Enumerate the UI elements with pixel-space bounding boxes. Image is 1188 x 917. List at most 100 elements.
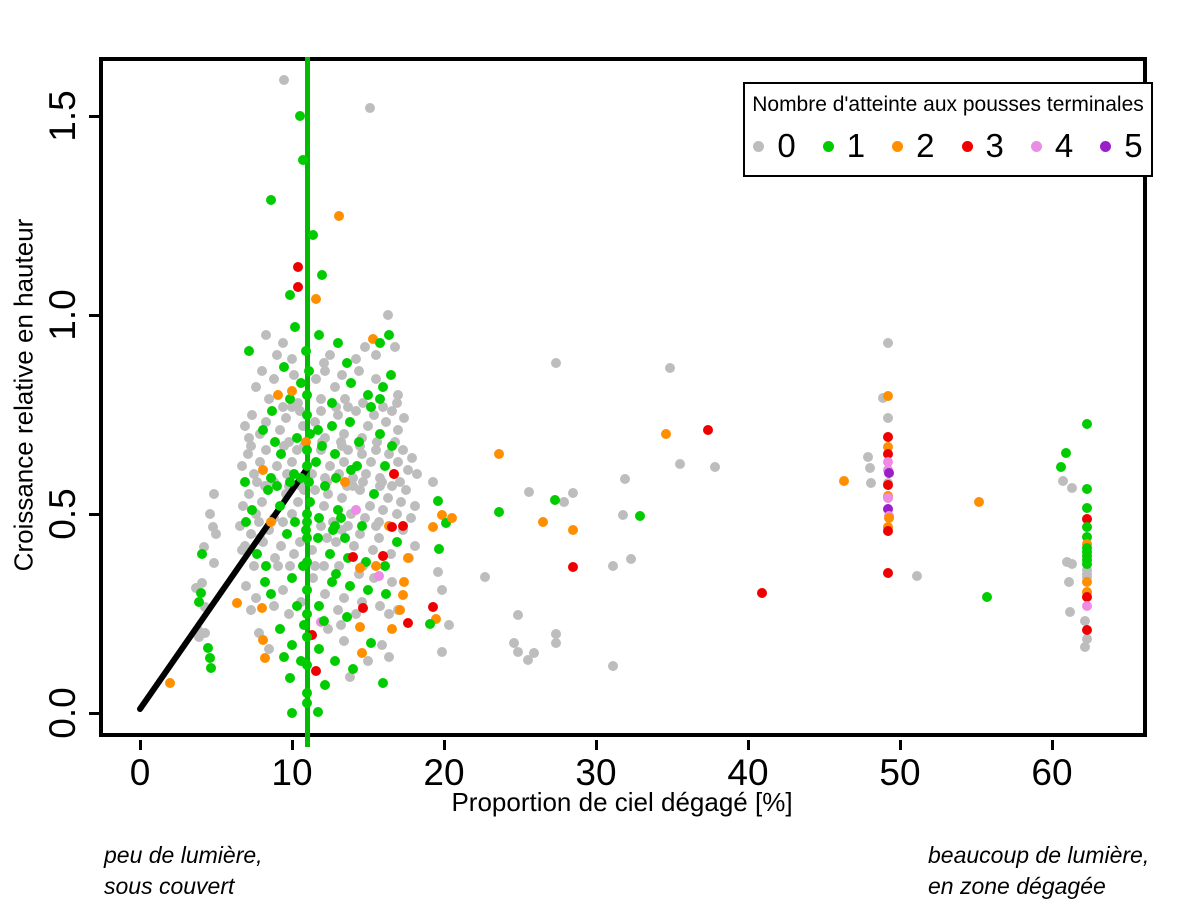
data-point — [1081, 577, 1092, 588]
legend-dot-icon — [961, 140, 973, 152]
data-point — [370, 373, 381, 384]
data-point — [296, 377, 307, 388]
data-point — [277, 401, 288, 412]
data-point — [376, 640, 387, 651]
data-point — [320, 365, 331, 376]
data-point — [361, 556, 372, 567]
data-point — [287, 385, 297, 396]
data-point — [296, 473, 307, 484]
data-point — [264, 644, 275, 655]
data-point — [366, 637, 377, 648]
data-point — [568, 487, 579, 498]
data-point — [370, 445, 381, 456]
data-point — [288, 369, 299, 380]
data-point — [302, 608, 313, 619]
data-point — [373, 532, 384, 543]
data-point — [331, 401, 342, 412]
data-point — [370, 520, 381, 531]
annotation-high-light-line1: beaucoup de lumière, — [928, 842, 1150, 868]
data-point — [347, 664, 358, 675]
data-point — [303, 477, 314, 488]
data-point — [353, 437, 364, 448]
data-point — [1060, 448, 1071, 459]
data-point — [325, 349, 335, 360]
data-point — [318, 501, 329, 512]
data-point — [355, 563, 366, 574]
data-point — [302, 532, 313, 543]
data-point — [381, 588, 392, 599]
y-tick-mark — [89, 115, 99, 118]
legend-item-label: 5 — [1124, 127, 1143, 164]
data-point — [273, 560, 284, 571]
data-point — [440, 518, 451, 529]
data-point — [537, 517, 548, 528]
data-point — [311, 665, 322, 676]
data-point — [309, 417, 320, 428]
data-point — [294, 405, 305, 416]
data-point — [321, 532, 332, 543]
data-point — [405, 512, 416, 523]
data-point — [302, 461, 313, 472]
data-point — [318, 357, 329, 368]
data-point — [387, 481, 398, 492]
legend-item-label: 2 — [916, 127, 935, 164]
data-point — [346, 509, 357, 519]
data-point — [390, 341, 401, 352]
data-point — [882, 337, 893, 348]
data-point — [370, 560, 381, 571]
data-point — [293, 397, 304, 408]
data-point — [1056, 462, 1067, 473]
data-point — [1081, 592, 1092, 603]
data-point — [302, 632, 313, 643]
y-tick-mark — [89, 314, 99, 317]
data-point — [367, 333, 378, 344]
legend: Nombre d'atteinte aux pousses terminales… — [743, 82, 1153, 177]
data-point — [245, 604, 256, 615]
data-point — [288, 548, 299, 559]
data-point — [238, 501, 249, 512]
data-point — [341, 612, 352, 623]
data-point — [1081, 558, 1092, 569]
data-point — [309, 485, 320, 496]
data-point — [259, 653, 270, 664]
data-point — [882, 456, 893, 467]
data-point — [337, 524, 348, 535]
data-point — [239, 421, 250, 432]
data-point — [399, 577, 410, 588]
data-point — [245, 528, 256, 539]
data-point — [287, 401, 297, 412]
data-point — [256, 497, 267, 508]
data-point — [387, 441, 398, 452]
x-tick-mark — [899, 740, 902, 750]
data-point — [271, 349, 282, 360]
data-point — [239, 477, 250, 488]
data-point — [259, 576, 270, 587]
data-point — [255, 457, 266, 468]
data-point — [1081, 571, 1092, 582]
data-point — [283, 437, 294, 448]
data-point — [373, 571, 384, 582]
data-point — [312, 706, 323, 717]
data-point — [314, 644, 325, 655]
data-point — [290, 516, 301, 527]
data-point — [528, 647, 539, 658]
data-point — [315, 520, 326, 531]
legend-item-5: 5 — [1100, 127, 1143, 165]
data-point — [258, 536, 269, 547]
legend-items: 0 1 2 3 4 5 — [745, 127, 1151, 165]
data-point — [294, 536, 305, 547]
data-point — [864, 462, 875, 473]
data-point — [382, 310, 393, 320]
data-point — [287, 640, 297, 651]
data-point — [258, 425, 269, 436]
data-point — [296, 481, 307, 492]
data-point — [338, 636, 349, 647]
data-point — [346, 465, 357, 476]
data-point — [378, 505, 389, 516]
data-point — [1066, 559, 1077, 570]
data-point — [364, 501, 375, 512]
data-point — [347, 481, 358, 492]
data-point — [232, 598, 243, 609]
data-point — [1081, 418, 1092, 429]
